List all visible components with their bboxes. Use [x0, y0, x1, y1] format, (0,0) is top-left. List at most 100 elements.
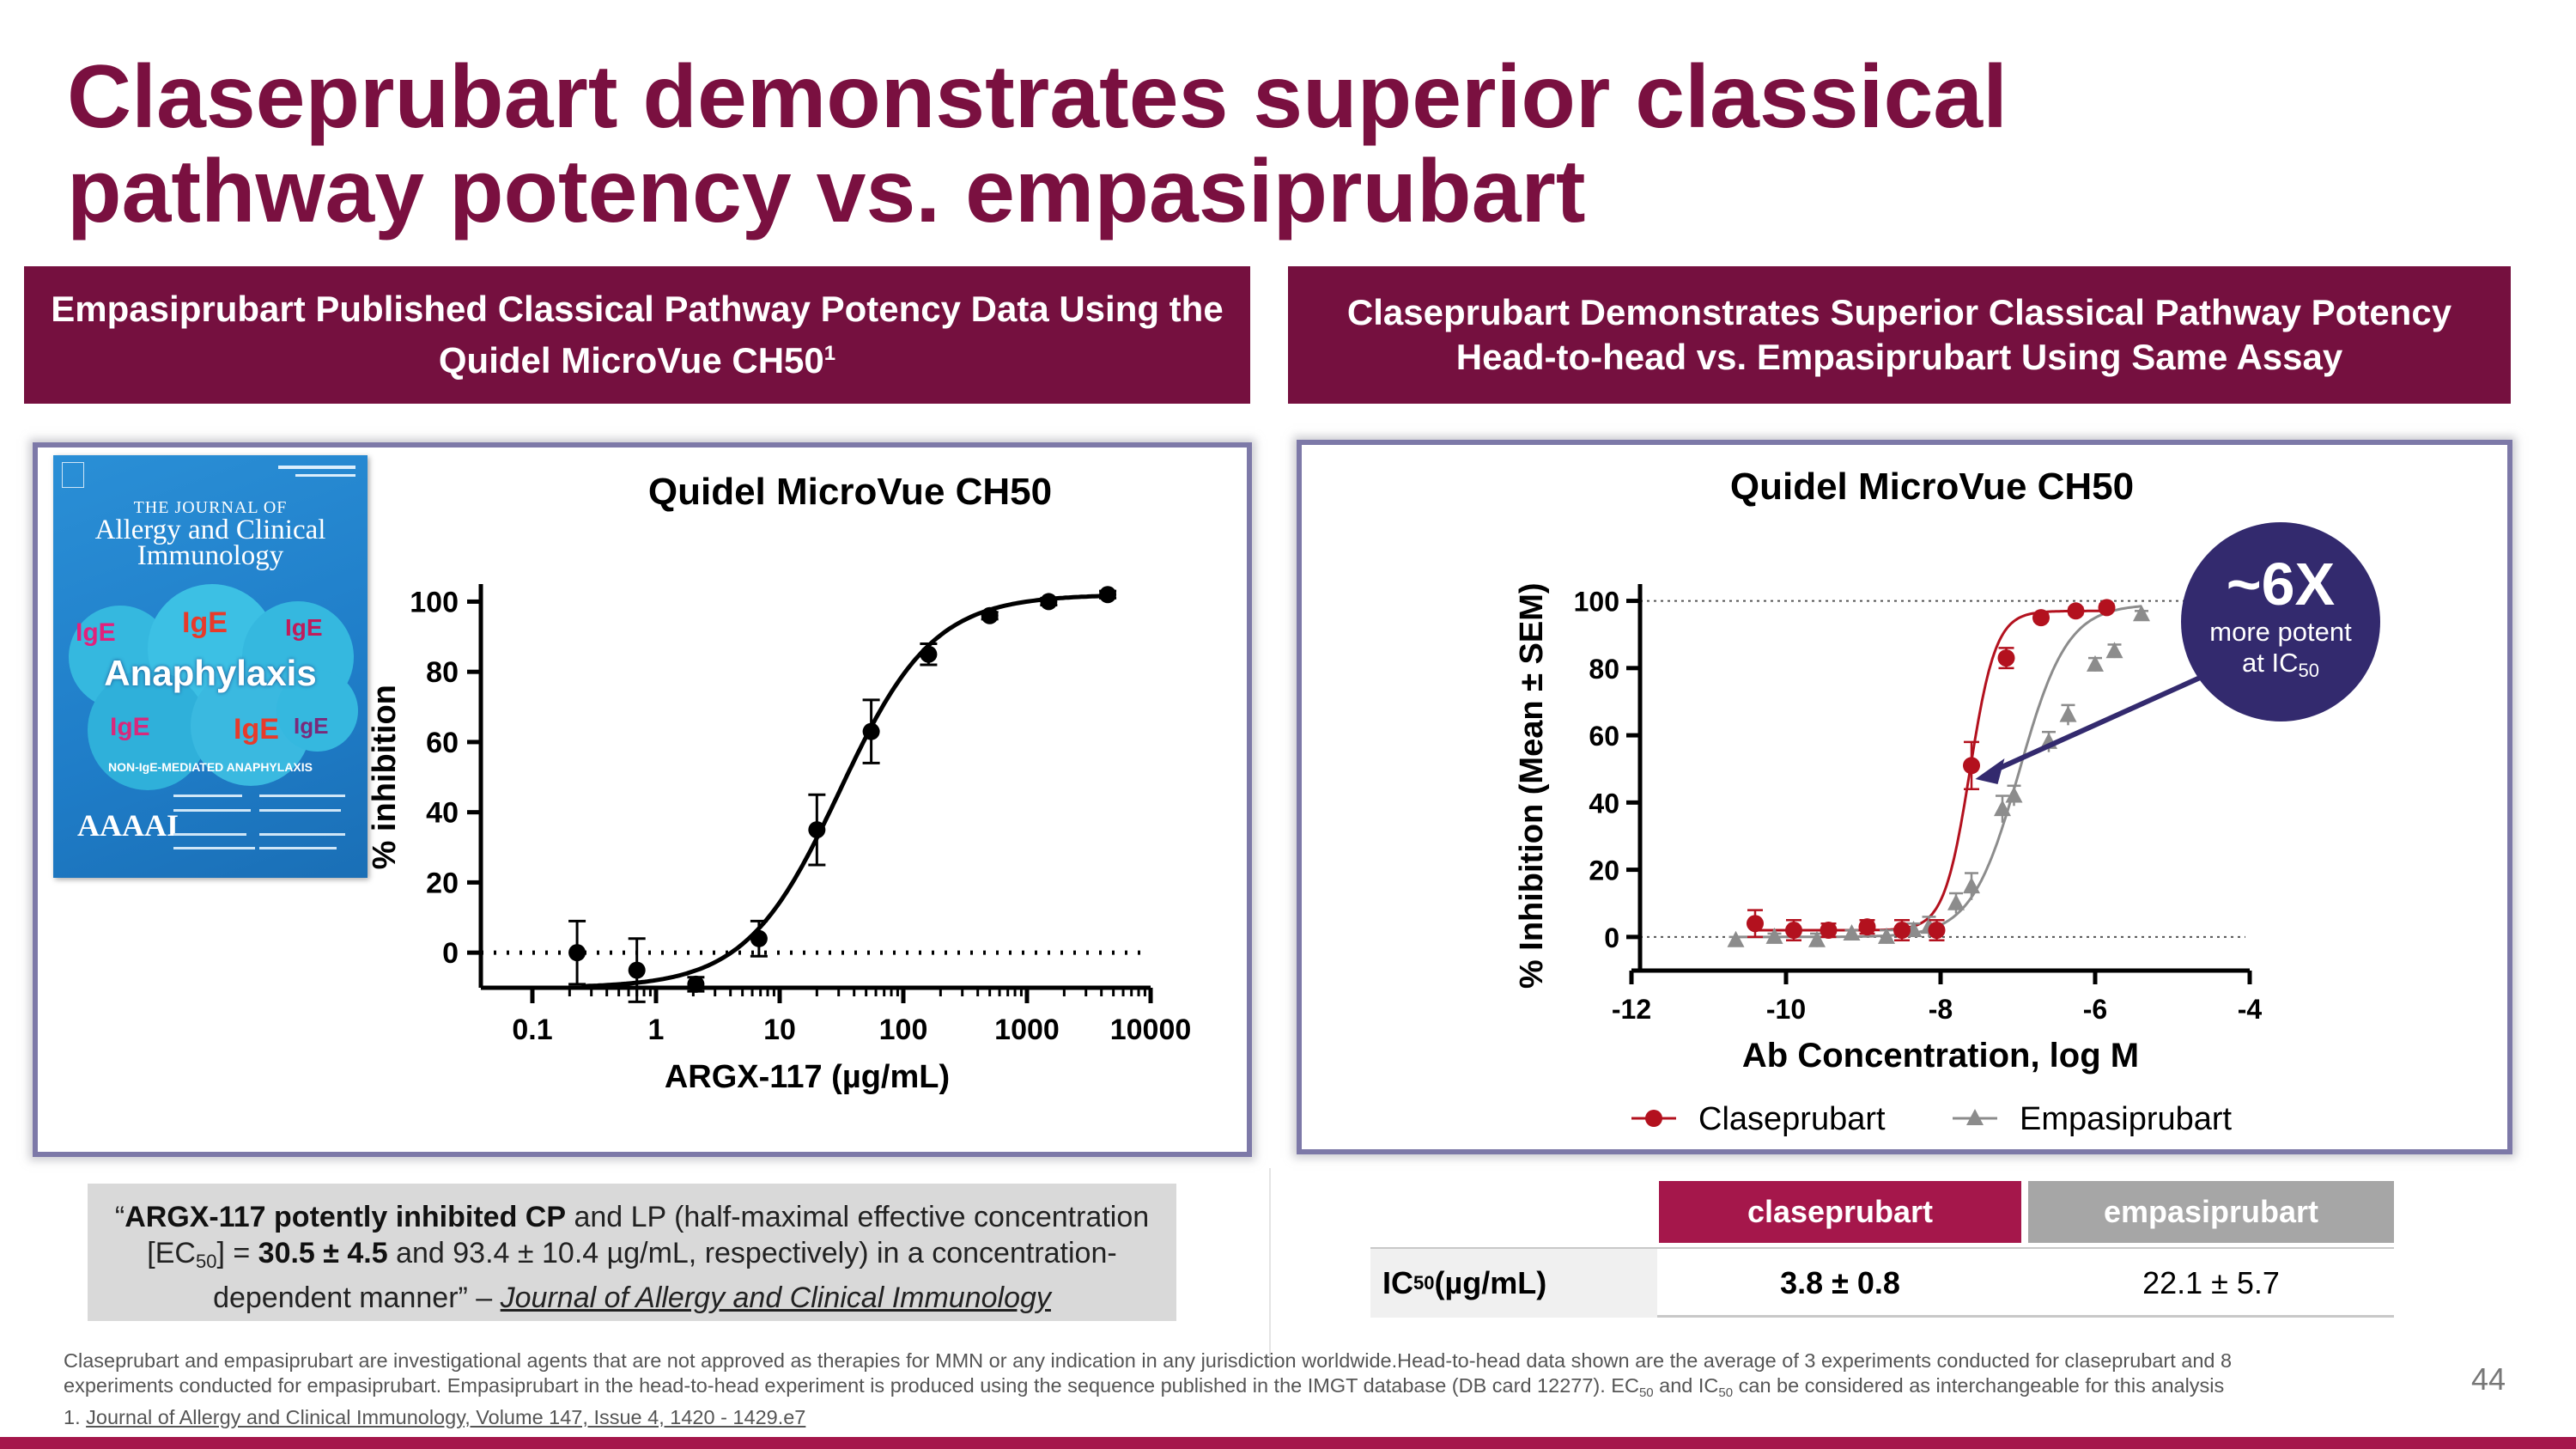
- journal-quote-box: “ARGX-117 potently inhibited CP and LP (…: [88, 1184, 1176, 1321]
- panel-divider: [1269, 1168, 1271, 1366]
- data-point: [568, 944, 586, 962]
- x-axis-label: ARGX-117 (µg/mL): [665, 1059, 950, 1095]
- left-dose-response-chart: 0 20 40 60 80 100 0.1 1 10 100 1000 10000 ARGX-117 (…: [367, 584, 1192, 1095]
- bottom-brand-bar: [0, 1437, 2576, 1449]
- left-header-text: Empasiprubart Published Classical Pathwa…: [51, 289, 1224, 381]
- legend-label-claseprubart: Claseprubart: [1698, 1101, 1886, 1137]
- claseprubart-fit-curve: [1755, 609, 2107, 932]
- empasiprubart-point: [1963, 877, 1980, 894]
- empasiprubart-point: [1947, 893, 1965, 910]
- data-point: [981, 606, 999, 624]
- y-tick-label: 20: [426, 867, 459, 899]
- y-tick-label: 60: [1589, 721, 1619, 752]
- society-logo: AAAAI: [77, 808, 179, 843]
- callout-value: ~6X: [2226, 551, 2336, 618]
- y-tick-label: 0: [1604, 922, 1619, 953]
- table-header-empasiprubart: empasiprubart: [2028, 1181, 2394, 1243]
- slide-title: Claseprubart demonstrates superior class…: [67, 47, 2008, 241]
- x-tick-label: -4: [2238, 994, 2263, 1025]
- callout-line2: at IC: [2242, 648, 2299, 678]
- y-axis-label: % Inhibition (Mean ± SEM): [1514, 582, 1550, 989]
- data-point: [628, 961, 646, 979]
- claseprubart-point: [2032, 609, 2050, 627]
- cover-subline: NON-IgE-MEDIATED ANAPHYLAXIS: [108, 760, 313, 774]
- callout-arrow: [1993, 667, 2219, 773]
- claseprubart-point: [1928, 922, 1946, 940]
- data-point: [920, 645, 938, 663]
- data-point: [808, 821, 826, 839]
- y-axis-label: % inhibition: [367, 685, 403, 869]
- right-chart-title: Quidel MicroVue CH50: [1729, 466, 2135, 508]
- right-panel-header: Claseprubart Demonstrates Superior Class…: [1288, 266, 2511, 404]
- potency-callout: ~6X more potent at IC50: [2181, 522, 2380, 721]
- legend-marker-claseprubart: [1645, 1110, 1662, 1127]
- right-dose-response-chart: 0 20 40 60 80 100 -12 -10 -8 -6 -4 Ab Concentration…: [1514, 582, 2263, 1137]
- arrow-head: [1975, 758, 2005, 784]
- y-tick-label: 40: [426, 797, 459, 830]
- x-tick-label: 10000: [1110, 1014, 1192, 1046]
- empasiprubart-point: [1843, 923, 1861, 941]
- ic50-claseprubart: 3.8 ± 0.8: [1780, 1265, 1900, 1300]
- y-tick-label: 100: [1574, 587, 1619, 618]
- x-tick-label: 100: [879, 1014, 928, 1046]
- left-panel-header: Empasiprubart Published Classical Pathwa…: [24, 266, 1250, 404]
- left-chart-title: Quidel MicroVue CH50: [647, 471, 1053, 513]
- footnote-marker: 1: [823, 342, 836, 365]
- claseprubart-point: [1820, 922, 1838, 940]
- callout-line1: more potent: [2209, 617, 2352, 647]
- claseprubart-point: [1785, 922, 1802, 940]
- legend-marker-empasiprubart: [1966, 1109, 1984, 1125]
- page-number: 44: [2471, 1361, 2506, 1397]
- quote-bold-2: 30.5 ± 4.5: [258, 1237, 388, 1269]
- claseprubart-point: [1963, 757, 1980, 775]
- row-label: IC 50 (µg/mL): [1370, 1249, 1657, 1318]
- x-tick-label: 1000: [994, 1014, 1060, 1046]
- table-row: IC 50 (µg/mL) 3.8 ± 0.8 22.1 ± 5.7: [1370, 1247, 2394, 1318]
- cover-journal-line: THE JOURNAL OF: [133, 498, 288, 517]
- claseprubart-point: [1858, 918, 1876, 936]
- table-header-claseprubart: claseprubart: [1659, 1181, 2021, 1243]
- empasiprubart-point: [1808, 930, 1826, 947]
- y-tick-label: 0: [442, 937, 459, 970]
- y-tick-label: 60: [426, 727, 459, 759]
- empasiprubart-point: [2133, 605, 2150, 622]
- legend-label-empasiprubart: Empasiprubart: [2020, 1101, 2233, 1137]
- x-tick-label: 1: [648, 1014, 665, 1046]
- journal-cover-image: THE JOURNAL OF Allergy and Clinical Immu…: [53, 455, 368, 878]
- claseprubart-point: [2067, 602, 2085, 620]
- claseprubart-point: [2098, 599, 2116, 617]
- empasiprubart-point: [1994, 800, 2011, 817]
- publisher-logo-icon: [62, 462, 84, 488]
- y-tick-label: 80: [426, 656, 459, 689]
- right-header-text: Claseprubart Demonstrates Superior Class…: [1346, 292, 2452, 377]
- quote-source-link[interactable]: Journal of Allergy and Clinical Immunolo…: [500, 1282, 1051, 1314]
- data-point: [862, 722, 880, 740]
- x-tick-label: 0.1: [512, 1014, 552, 1046]
- data-point: [1099, 586, 1117, 604]
- empasiprubart-fit-curve: [1735, 605, 2142, 939]
- fit-curve: [581, 594, 1109, 989]
- x-tick-label: -6: [2083, 994, 2107, 1025]
- empasiprubart-point: [1878, 927, 1895, 944]
- reference-link[interactable]: Journal of Allergy and Clinical Immunolo…: [86, 1406, 806, 1428]
- x-tick-label: -8: [1929, 994, 1953, 1025]
- data-point: [1040, 593, 1058, 611]
- empasiprubart-point: [2005, 786, 2023, 803]
- claseprubart-point: [1893, 922, 1911, 940]
- data-point: [687, 975, 705, 993]
- quote-bold-1: ARGX-117 potently inhibited CP: [125, 1201, 567, 1233]
- y-tick-label: 40: [1589, 788, 1619, 819]
- empasiprubart-point: [1765, 927, 1783, 944]
- footnote: Claseprubart and empasiprubart are inves…: [64, 1349, 2233, 1428]
- claseprubart-point: [1997, 649, 2015, 667]
- y-tick-label: 100: [410, 586, 459, 618]
- data-point: [750, 929, 768, 947]
- ic50-empasiprubart: 22.1 ± 5.7: [2142, 1265, 2280, 1300]
- claseprubart-point: [1747, 915, 1764, 933]
- empasiprubart-point: [2087, 654, 2104, 672]
- cover-journal-name: Allergy and Clinical Immunology: [94, 514, 326, 571]
- cover-headline: Anaphylaxis: [104, 653, 317, 693]
- x-tick-label: -12: [1612, 994, 1651, 1025]
- empasiprubart-point: [2059, 705, 2077, 722]
- x-tick-label: 10: [763, 1014, 796, 1046]
